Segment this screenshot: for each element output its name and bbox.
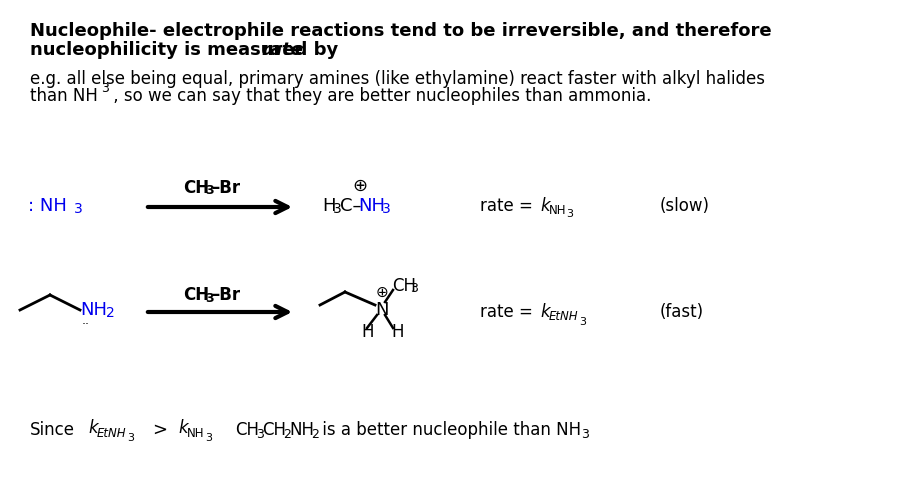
Text: 3: 3 bbox=[578, 317, 586, 327]
Text: 3: 3 bbox=[256, 427, 263, 441]
Text: CH: CH bbox=[261, 421, 286, 439]
Text: 3: 3 bbox=[566, 209, 572, 219]
Text: 2: 2 bbox=[311, 427, 319, 441]
Text: EtNH: EtNH bbox=[97, 426, 127, 440]
Text: H: H bbox=[391, 323, 403, 341]
Text: H: H bbox=[322, 197, 335, 215]
Text: ··: ·· bbox=[82, 318, 90, 332]
Text: rate: rate bbox=[261, 41, 302, 59]
Text: (fast): (fast) bbox=[660, 303, 703, 321]
Text: 3: 3 bbox=[74, 202, 83, 216]
Text: H: H bbox=[361, 323, 374, 341]
Text: NH: NH bbox=[187, 426, 204, 440]
Text: CH: CH bbox=[392, 277, 415, 295]
Text: Since: Since bbox=[30, 421, 75, 439]
Text: nucleophilicity is measured by: nucleophilicity is measured by bbox=[30, 41, 344, 59]
Text: 3: 3 bbox=[127, 433, 134, 443]
Text: : NH: : NH bbox=[28, 197, 67, 215]
Text: N: N bbox=[374, 301, 388, 319]
Text: rate =: rate = bbox=[479, 197, 537, 215]
Text: 3: 3 bbox=[205, 292, 213, 304]
Text: 3: 3 bbox=[205, 185, 213, 197]
Text: –Br: –Br bbox=[210, 286, 240, 304]
Text: 2: 2 bbox=[282, 427, 291, 441]
Text: ⊕: ⊕ bbox=[352, 177, 367, 195]
Text: , so we can say that they are better nucleophiles than ammonia.: , so we can say that they are better nuc… bbox=[107, 87, 650, 105]
Text: k: k bbox=[539, 303, 549, 321]
Text: e.g. all else being equal, primary amines (like ethylamine) react faster with al: e.g. all else being equal, primary amine… bbox=[30, 70, 764, 88]
Text: 3: 3 bbox=[333, 202, 342, 216]
Text: >: > bbox=[152, 421, 167, 439]
Text: CH: CH bbox=[235, 421, 259, 439]
Text: (slow): (slow) bbox=[660, 197, 710, 215]
Text: is a better nucleophile than NH: is a better nucleophile than NH bbox=[317, 421, 580, 439]
Text: 3: 3 bbox=[205, 433, 211, 443]
Text: 3: 3 bbox=[101, 82, 108, 95]
Text: NH: NH bbox=[548, 203, 566, 217]
Text: 3: 3 bbox=[410, 283, 417, 295]
Text: Nucleophile- electrophile reactions tend to be irreversible, and therefore: Nucleophile- electrophile reactions tend… bbox=[30, 22, 771, 40]
Text: EtNH: EtNH bbox=[548, 311, 578, 323]
Text: NH: NH bbox=[358, 197, 384, 215]
Text: 3: 3 bbox=[382, 202, 390, 216]
Text: ⊕: ⊕ bbox=[375, 285, 388, 299]
Text: CH: CH bbox=[183, 286, 209, 304]
Text: CH: CH bbox=[183, 179, 209, 197]
Text: 2: 2 bbox=[106, 306, 115, 320]
Text: k: k bbox=[539, 197, 549, 215]
Text: –Br: –Br bbox=[210, 179, 240, 197]
Text: k: k bbox=[178, 419, 188, 437]
Text: 3: 3 bbox=[580, 427, 589, 441]
Text: C–: C– bbox=[340, 197, 361, 215]
Text: rate =: rate = bbox=[479, 303, 537, 321]
Text: NH: NH bbox=[80, 301, 107, 319]
Text: than NH: than NH bbox=[30, 87, 97, 105]
Text: k: k bbox=[87, 419, 97, 437]
Text: NH: NH bbox=[289, 421, 313, 439]
